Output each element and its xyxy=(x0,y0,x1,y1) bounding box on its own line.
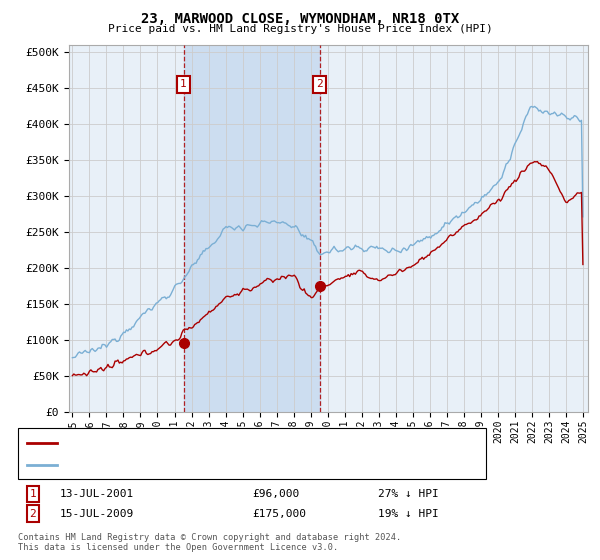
Text: This data is licensed under the Open Government Licence v3.0.: This data is licensed under the Open Gov… xyxy=(18,543,338,552)
Text: Contains HM Land Registry data © Crown copyright and database right 2024.: Contains HM Land Registry data © Crown c… xyxy=(18,533,401,542)
Text: 1: 1 xyxy=(180,80,187,90)
Text: 19% ↓ HPI: 19% ↓ HPI xyxy=(378,508,439,519)
Bar xyxy=(184,45,320,412)
Text: 15-JUL-2009: 15-JUL-2009 xyxy=(60,508,134,519)
Text: 2: 2 xyxy=(29,508,37,519)
Text: £175,000: £175,000 xyxy=(252,508,306,519)
Text: 1: 1 xyxy=(29,489,37,499)
Text: 2: 2 xyxy=(316,80,323,90)
Text: Price paid vs. HM Land Registry's House Price Index (HPI): Price paid vs. HM Land Registry's House … xyxy=(107,24,493,34)
Text: 23, MARWOOD CLOSE, WYMONDHAM, NR18 0TX: 23, MARWOOD CLOSE, WYMONDHAM, NR18 0TX xyxy=(141,12,459,26)
Text: 23, MARWOOD CLOSE, WYMONDHAM, NR18 0TX (detached house): 23, MARWOOD CLOSE, WYMONDHAM, NR18 0TX (… xyxy=(63,437,407,447)
Text: 13-JUL-2001: 13-JUL-2001 xyxy=(60,489,134,499)
Text: HPI: Average price, detached house, South Norfolk: HPI: Average price, detached house, Sout… xyxy=(63,460,369,470)
Text: £96,000: £96,000 xyxy=(252,489,299,499)
Text: 27% ↓ HPI: 27% ↓ HPI xyxy=(378,489,439,499)
